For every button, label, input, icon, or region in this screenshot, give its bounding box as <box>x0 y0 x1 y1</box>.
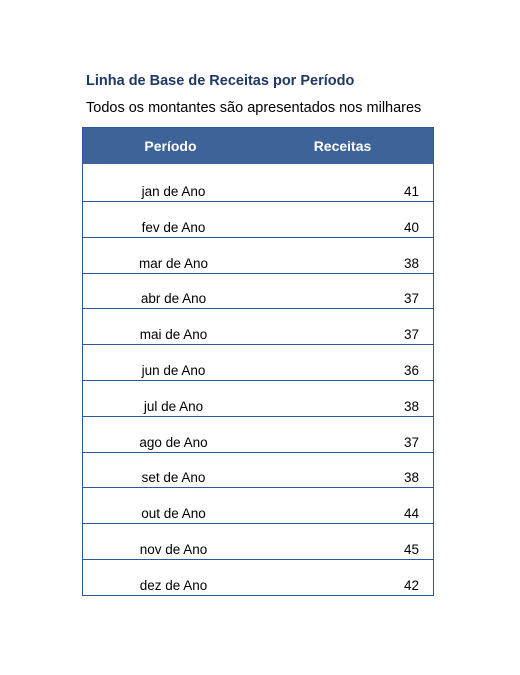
period-cell: fev de Ano <box>141 219 206 235</box>
table-header: Período Receitas <box>83 128 433 164</box>
period-cell: jan de Ano <box>141 184 206 199</box>
period-cell: mar de Ano <box>138 255 208 271</box>
period-cell: out de Ano <box>141 506 206 522</box>
period-cell: set de Ano <box>141 470 206 486</box>
revenue-cell: 45 <box>403 541 419 557</box>
revenue-cell: 38 <box>403 470 419 486</box>
revenue-cell: 42 <box>403 577 419 593</box>
table-row: mar de Ano 38 <box>83 236 433 273</box>
revenue-cell: 38 <box>403 255 419 271</box>
table-row: jul de Ano 38 <box>83 379 433 416</box>
revenue-cell: 37 <box>403 434 419 450</box>
period-cell: dez de Ano <box>139 577 208 593</box>
period-cell: ago de Ano <box>139 434 208 450</box>
period-cell: jul de Ano <box>143 398 204 414</box>
period-cell: abr de Ano <box>140 291 207 307</box>
table-row: fev de Ano 40 <box>83 201 433 237</box>
page-title: Linha de Base de Receitas por Período <box>86 73 355 89</box>
table-row: dez de Ano 42 <box>83 558 433 595</box>
revenue-cell: 37 <box>403 327 419 343</box>
table-row: abr de Ano 37 <box>83 272 433 309</box>
revenue-cell: 38 <box>403 398 419 414</box>
table-row: nov de Ano 45 <box>83 523 433 559</box>
revenue-cell: 36 <box>403 362 419 378</box>
revenue-cell: 37 <box>403 291 419 307</box>
table-row: jan de Ano 41 <box>83 164 433 201</box>
period-cell: jun de Ano <box>141 362 206 378</box>
table-row: mai de Ano 37 <box>83 308 433 344</box>
revenue-cell: 44 <box>403 506 419 522</box>
revenue-cell: 40 <box>403 219 419 235</box>
table-row: ago de Ano 37 <box>83 415 433 452</box>
period-cell: nov de Ano <box>139 541 208 557</box>
column-header-revenue: Receitas <box>313 138 372 154</box>
table-row: jun de Ano 36 <box>83 344 433 380</box>
revenue-cell: 41 <box>403 184 419 199</box>
table-row: set de Ano 38 <box>83 451 433 488</box>
revenue-table: Período Receitas jan de Ano 41 fev de An… <box>82 127 434 596</box>
column-header-period: Período <box>144 138 197 154</box>
table-row: out de Ano 44 <box>83 487 433 523</box>
period-cell: mai de Ano <box>139 327 208 343</box>
page-subtitle: Todos os montantes são apresentados nos … <box>86 100 422 116</box>
